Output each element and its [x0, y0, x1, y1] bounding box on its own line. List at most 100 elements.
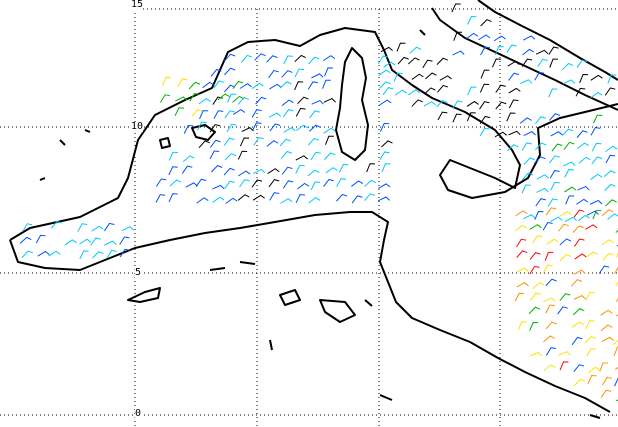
wind-barb [325, 135, 334, 145]
wind-barb [557, 223, 569, 232]
wind-barb [295, 155, 308, 161]
wind-barb [121, 226, 135, 232]
wind-barb [411, 73, 424, 80]
wind-barb [508, 72, 519, 81]
wind-barb [584, 335, 597, 344]
wind-barb [600, 309, 613, 316]
wind-barb [283, 55, 293, 65]
wind-barb [493, 35, 506, 42]
wind-barb [281, 70, 293, 78]
wind-barb [585, 291, 596, 301]
island-balearic [159, 124, 216, 149]
wind-barb [210, 68, 222, 77]
wind-barb [364, 193, 376, 202]
wind-barb [590, 91, 603, 99]
wind-barb [37, 250, 50, 257]
wind-barb [310, 181, 321, 191]
wind-barb [237, 194, 250, 201]
wind-barb [379, 122, 390, 132]
wind-barb [573, 269, 586, 275]
wind-barb [545, 321, 557, 330]
wind-barb [241, 127, 254, 132]
wind-barb [521, 58, 533, 67]
wind-barb [587, 375, 597, 384]
wind-barb [585, 320, 595, 330]
wind-barb [523, 157, 535, 165]
wind-barb [522, 35, 536, 41]
wind-barb [613, 346, 618, 356]
wind-barb [295, 194, 306, 203]
graticule [0, 8, 618, 427]
wind-barb [297, 96, 309, 105]
wind-barb [297, 182, 310, 190]
wind-barb [336, 178, 347, 187]
wind-barb [495, 101, 507, 110]
wind-barb [159, 94, 171, 103]
wind-barb [394, 89, 407, 96]
wind-barb [351, 180, 364, 187]
wind-barb [559, 211, 572, 218]
wind-barb [223, 84, 236, 93]
wind-barb [574, 253, 587, 260]
wind-barb [517, 321, 527, 331]
wind-barb [535, 142, 547, 151]
wind-barb [195, 178, 207, 187]
wind-barb [604, 87, 616, 96]
wind-barb [279, 138, 291, 147]
wind-barb [351, 195, 363, 204]
wind-barb [479, 115, 491, 125]
wind-barb [573, 209, 585, 218]
wind-barb [587, 366, 600, 374]
wind-barb [90, 237, 101, 246]
wind-barb [529, 351, 543, 357]
wind-barb [535, 49, 549, 55]
wind-barb [224, 153, 237, 161]
island-corsica-sardinia [335, 47, 369, 161]
wind-barb [564, 186, 577, 193]
wind-barb [381, 163, 391, 173]
wind-barb [308, 56, 320, 65]
wind-barb [544, 251, 554, 261]
wind-barbs [19, 3, 618, 402]
wind-barb [549, 58, 559, 68]
wind-barb [550, 181, 560, 191]
wind-barb [294, 54, 306, 63]
wind-barb [378, 69, 391, 76]
wind-barb [209, 139, 221, 148]
island-south [127, 287, 356, 323]
wind-barb [50, 220, 62, 229]
wind-barb [197, 121, 207, 131]
wind-barb [607, 74, 617, 84]
wind-barb [322, 79, 331, 89]
wind-barb [495, 84, 506, 93]
wind-barb [600, 389, 612, 398]
wind-barb [91, 225, 104, 232]
wind-barb [224, 67, 236, 76]
wind-barb [281, 99, 294, 107]
wind-barb [494, 131, 507, 138]
wind-barb [550, 131, 563, 137]
wind-barb [515, 210, 528, 217]
wind-barb [307, 169, 320, 177]
wind-barb [411, 99, 423, 107]
wind-barb [253, 137, 264, 146]
wind-barb [223, 167, 235, 176]
wind-barb [452, 50, 465, 56]
wind-barb [22, 223, 33, 232]
wind-barb [561, 128, 574, 136]
wind-barb [480, 46, 491, 56]
wind-barb [224, 180, 235, 189]
wind-barb [530, 292, 541, 301]
wind-barb [366, 163, 376, 173]
coast-south [9, 211, 611, 413]
wind-barb [224, 53, 236, 62]
wind-barb [397, 56, 409, 65]
wind-barb [119, 248, 130, 258]
wind-barb [586, 210, 599, 216]
wind-barb [519, 117, 532, 124]
wind-barb [602, 376, 613, 386]
wind-barb [79, 238, 92, 245]
wind-barb [599, 362, 609, 372]
wind-barb [156, 178, 167, 187]
